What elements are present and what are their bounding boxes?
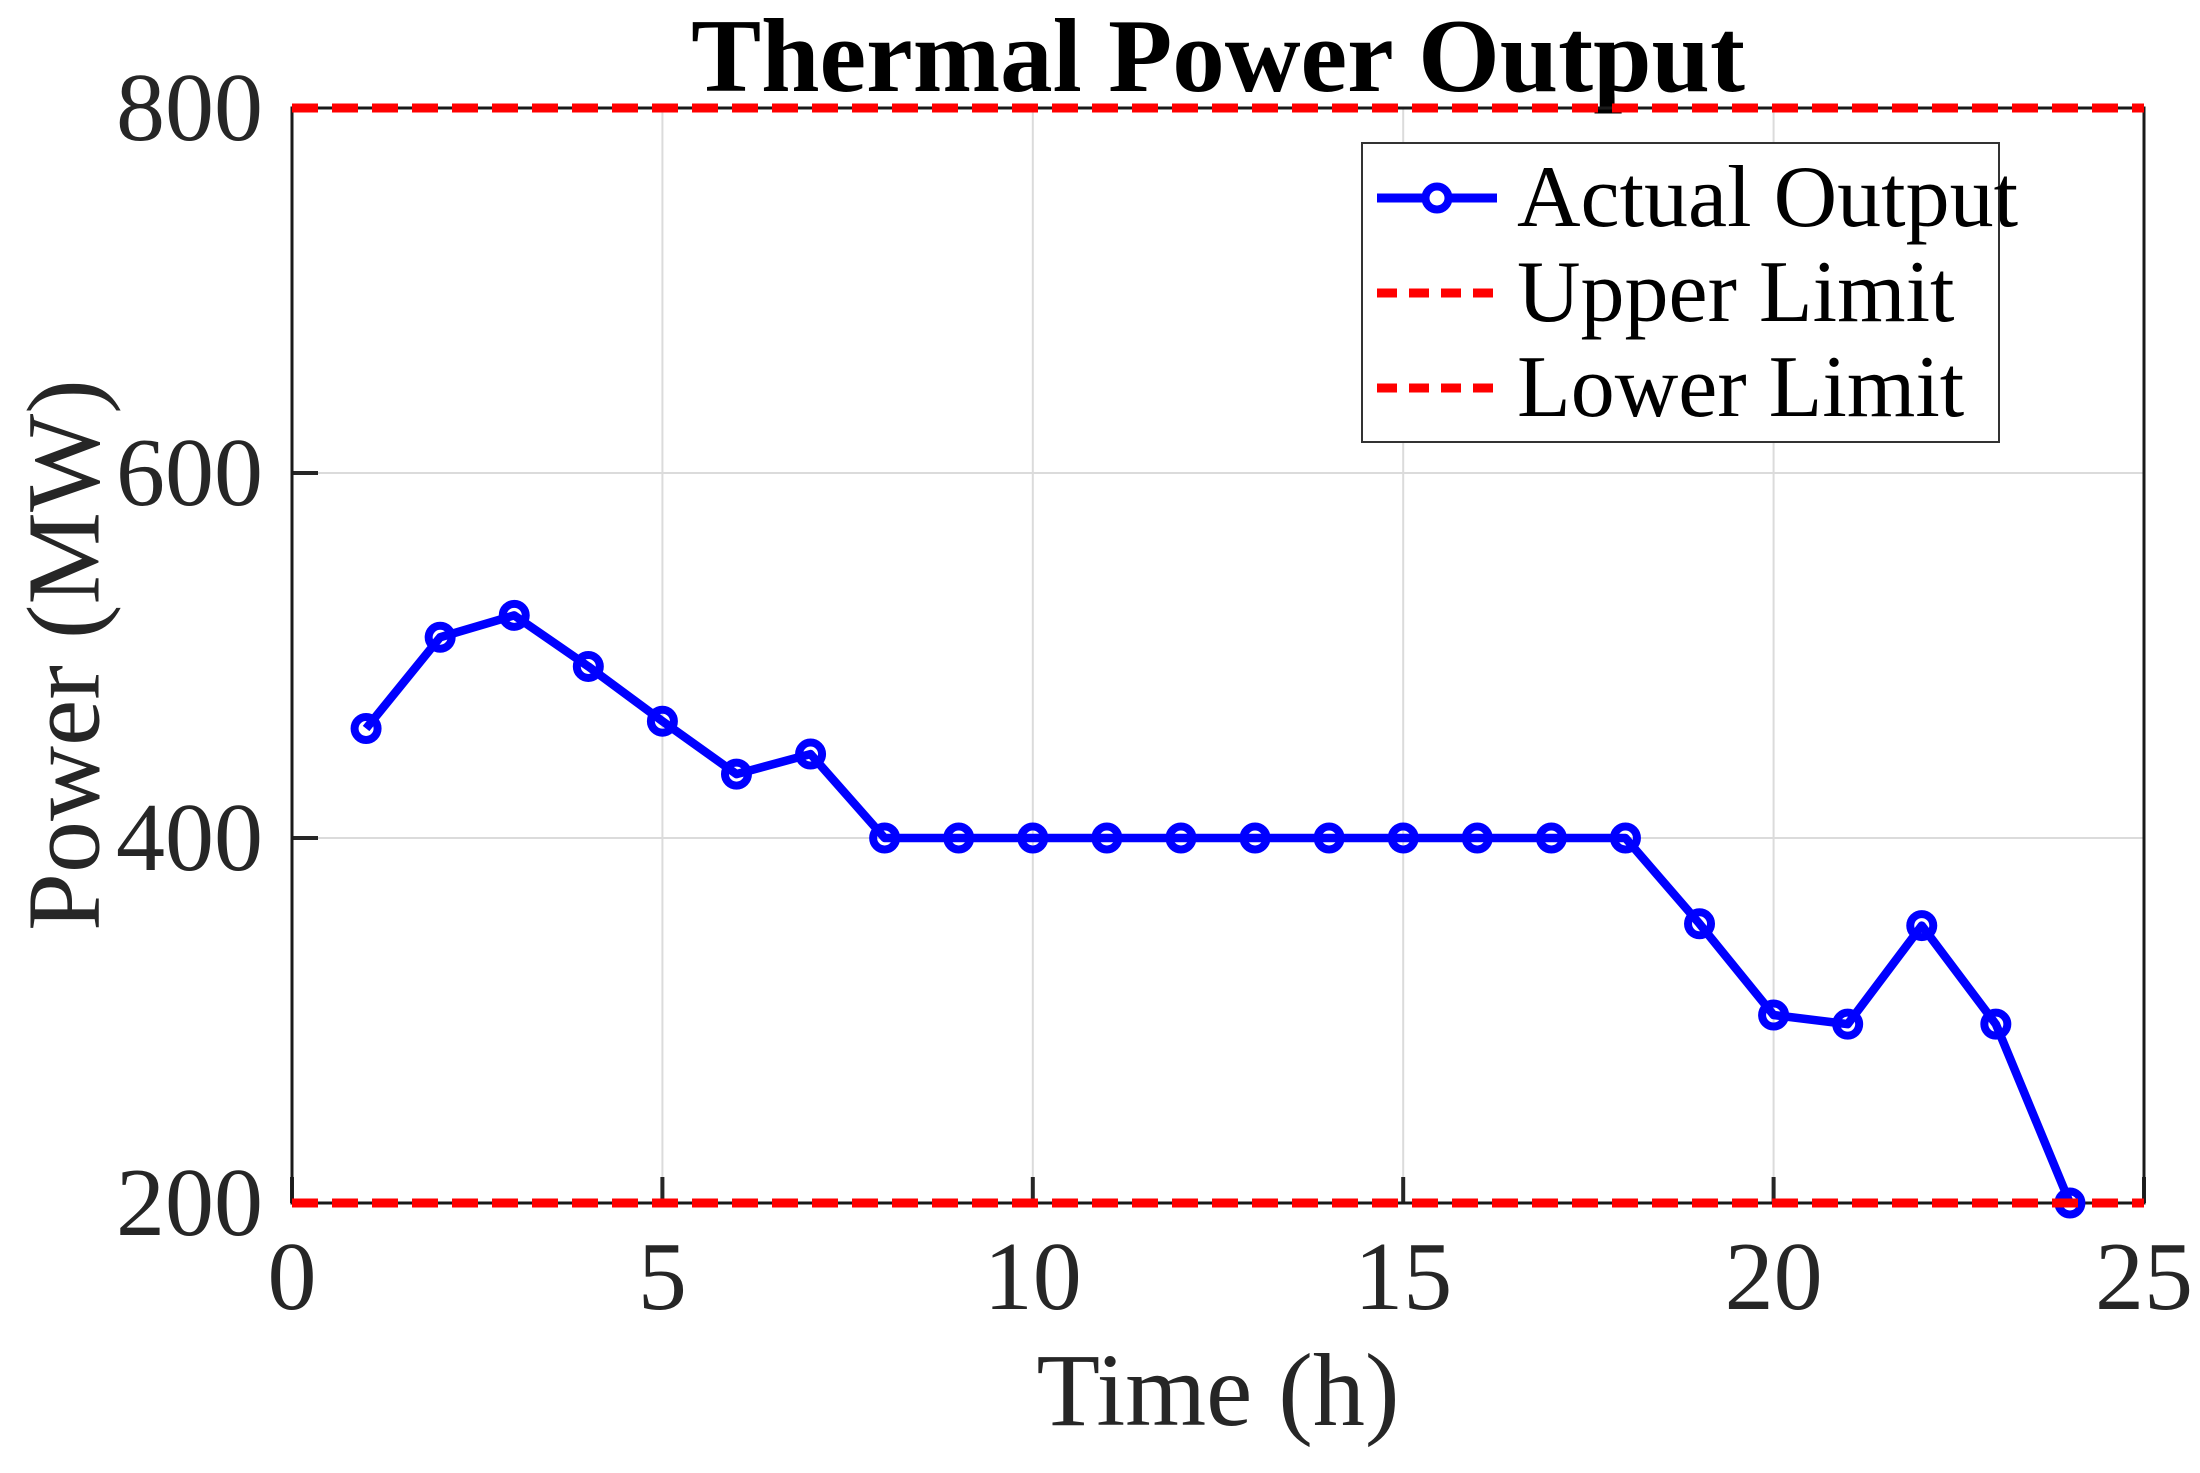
data-point-marker bbox=[1017, 822, 1049, 854]
data-point-marker bbox=[720, 758, 752, 790]
data-point-marker bbox=[646, 705, 678, 737]
chart-title: Thermal Power Output bbox=[691, 0, 1745, 114]
legend-label: Lower Limit bbox=[1517, 338, 1965, 436]
legend-item-lower-limit: Lower Limit bbox=[1371, 340, 1998, 435]
x-axis-label: Time (h) bbox=[1036, 1333, 1400, 1448]
data-point-marker bbox=[1684, 908, 1716, 940]
data-point-marker bbox=[1758, 999, 1790, 1031]
plot-area bbox=[290, 103, 2146, 1219]
plot-canvas bbox=[290, 103, 2146, 1219]
x-tick-label: 5 bbox=[637, 1223, 687, 1331]
legend-label: Actual Output bbox=[1517, 148, 2019, 246]
data-point-marker bbox=[350, 713, 382, 744]
legend-sample-dashed-line-icon bbox=[1377, 383, 1497, 392]
y-tick-label: 400 bbox=[116, 784, 263, 892]
legend-item-upper-limit: Upper Limit bbox=[1371, 245, 1998, 340]
x-tick-label: 0 bbox=[267, 1223, 317, 1331]
legend-item-actual-output: Actual Output bbox=[1371, 150, 2018, 245]
data-point-marker bbox=[1906, 910, 1938, 942]
y-tick-label: 600 bbox=[116, 419, 263, 527]
legend-sample-dashed-line-icon bbox=[1377, 288, 1497, 297]
data-point-marker bbox=[869, 822, 901, 854]
data-point-marker bbox=[1980, 1008, 2012, 1040]
y-tick-label: 800 bbox=[116, 54, 263, 162]
data-point-marker bbox=[424, 621, 456, 653]
data-point-marker bbox=[795, 738, 827, 770]
data-point-marker bbox=[572, 650, 604, 682]
data-point-marker bbox=[1535, 822, 1567, 854]
data-point-marker bbox=[1239, 822, 1271, 854]
data-point-marker bbox=[1313, 822, 1345, 854]
y-tick-label: 200 bbox=[116, 1149, 263, 1257]
legend-sample-line-marker-icon bbox=[1377, 182, 1497, 213]
data-point-marker bbox=[1461, 822, 1493, 854]
data-point-marker bbox=[1832, 1008, 1864, 1040]
x-tick-label: 10 bbox=[983, 1223, 1082, 1331]
actual-output-line bbox=[362, 611, 2074, 1205]
x-tick-label: 25 bbox=[2095, 1223, 2193, 1331]
x-tick-label: 15 bbox=[1354, 1223, 1453, 1331]
data-point-marker bbox=[1609, 822, 1641, 854]
legend: Actual Output Upper Limit Lower Limit bbox=[1361, 142, 2018, 443]
x-tick-label: 20 bbox=[1724, 1223, 1823, 1331]
data-point-marker bbox=[1091, 822, 1123, 854]
legend-label: Upper Limit bbox=[1517, 243, 1955, 341]
data-point-marker bbox=[1387, 822, 1419, 854]
data-point-marker bbox=[943, 822, 975, 854]
data-point-marker bbox=[498, 599, 530, 631]
data-point-marker bbox=[1165, 822, 1197, 854]
